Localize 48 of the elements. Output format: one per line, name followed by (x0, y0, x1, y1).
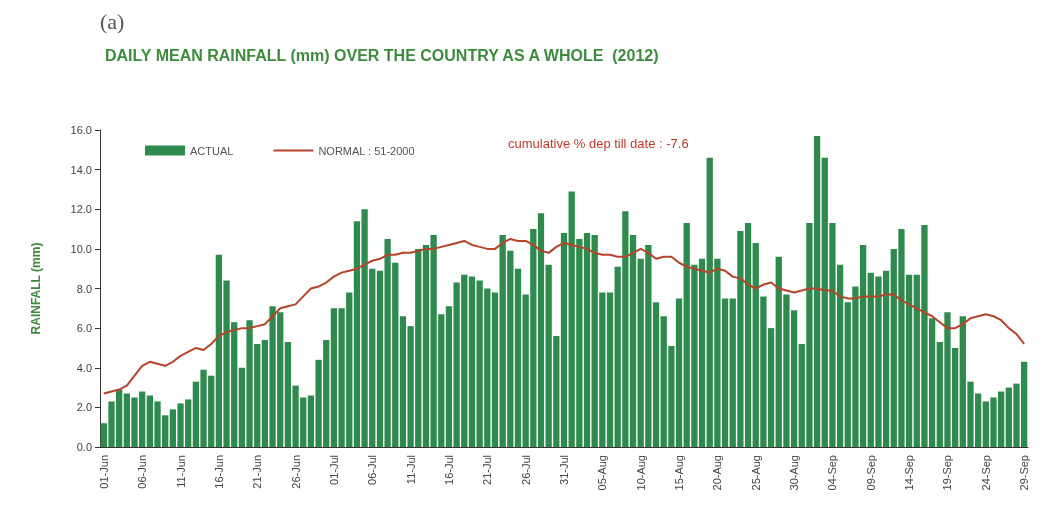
x-tick-label: 24-Sep (979, 455, 992, 491)
x-tick-label: 01-Jun (97, 455, 110, 489)
annotation: cumulative % dep till date : -7.6 (508, 136, 689, 151)
y-tick-label: 6.0 (76, 322, 92, 335)
x-tick-label: 16-Jun (212, 455, 225, 489)
bar (629, 235, 637, 447)
y-tick-label: 4.0 (76, 361, 92, 374)
bar (514, 268, 522, 447)
legend-label: NORMAL : 51-2000 (318, 144, 415, 157)
x-tick-label: 09-Sep (864, 455, 877, 491)
x-tick-label: 11-Jul (404, 455, 417, 485)
bar (537, 213, 545, 447)
x-tick-label: 20-Aug (711, 455, 724, 491)
bar (491, 292, 499, 447)
x-tick-label: 16-Jul (442, 455, 455, 485)
legend-label: ACTUAL (190, 144, 234, 157)
x-tick-label: 06-Jul (366, 455, 379, 485)
x-tick-label: 26-Jun (289, 455, 302, 489)
x-tick-label: 06-Jun (136, 455, 149, 489)
x-tick-label: 14-Sep (903, 455, 916, 491)
x-tick-label: 05-Aug (596, 455, 609, 491)
y-axis-title: RAINFALL (mm) (29, 242, 43, 335)
x-tick-label: 21-Jul (481, 455, 494, 485)
y-tick-label: 8.0 (76, 282, 92, 295)
y-tick-label: 2.0 (76, 401, 92, 414)
x-tick-label: 01-Jul (327, 455, 340, 485)
bar (606, 292, 614, 447)
x-tick-label: 25-Aug (749, 455, 762, 491)
text: (a) (100, 8, 125, 34)
x-tick-label: 04-Sep (826, 455, 839, 491)
line-series (102, 237, 1026, 395)
bar (583, 233, 591, 447)
x-tick-label: 11-Jun (174, 455, 187, 488)
y-tick-label: 12.0 (70, 203, 92, 216)
y-tick-label: 14.0 (70, 163, 92, 176)
y-tick-label: 0.0 (76, 441, 92, 453)
x-tick-label: 30-Aug (788, 455, 801, 491)
x-tick-label: 19-Sep (941, 455, 954, 491)
chart-title: DAILY MEAN RAINFALL (mm) OVER THE COUNTRY AS A WHOLE (2012) (105, 46, 659, 64)
x-tick-label: 26-Jul (519, 455, 532, 485)
x-tick-label: 31-Jul (558, 455, 570, 485)
bar (560, 233, 568, 447)
x-tick-label: 15-Aug (673, 455, 686, 491)
y-tick-label: 10.0 (70, 242, 92, 255)
x-tick-label: 29-Sep (1018, 455, 1031, 491)
x-tick-label: 21-Jun (251, 455, 264, 489)
y-tick-label: 16.0 (70, 124, 92, 136)
x-tick-label: 10-Aug (634, 455, 647, 491)
